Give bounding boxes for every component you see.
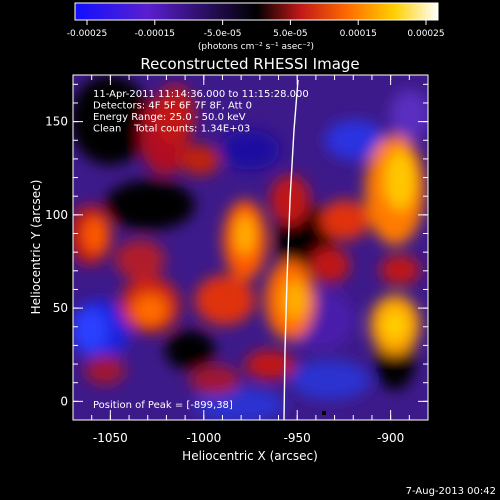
x-tick-label: -950 (284, 431, 311, 445)
colorbar: -0.00025 -0.00015 -5.0e-05 5.0e-05 0.00015 0.… (67, 3, 445, 52)
y-axis-label: Heliocentric Y (arcsec) (29, 180, 43, 315)
x-tick-label: -1000 (186, 431, 221, 445)
colorbar-ticks (87, 20, 426, 25)
y-axis-tick-labels: 0 50 100 150 (45, 115, 68, 409)
peak-marker (322, 411, 326, 415)
colorbar-tick-label: 5.0e-05 (273, 29, 308, 39)
y-tick-label: 50 (53, 301, 68, 315)
colorbar-tick-label: 0.00025 (407, 29, 444, 39)
x-tick-label: -900 (377, 431, 404, 445)
colorbar-tick-label: -0.00025 (67, 29, 107, 39)
x-axis-tick-labels: -1050 -1000 -950 -900 (93, 431, 404, 445)
y-tick-label: 150 (45, 115, 68, 129)
info-line: 11-Apr-2011 11:14:36.000 to 11:15:28.000 (93, 89, 309, 100)
info-line: Detectors: 4F 5F 6F 7F 8F, Att 0 (93, 101, 252, 112)
colorbar-gradient (75, 3, 438, 20)
y-tick-label: 0 (60, 394, 68, 408)
colorbar-tick-label: -5.0e-05 (204, 29, 242, 39)
y-tick-label: 100 (45, 208, 68, 222)
colorbar-tick-labels: -0.00025 -0.00015 -5.0e-05 5.0e-05 0.00015 0.… (67, 29, 445, 39)
plot-title: Reconstructed RHESSI Image (140, 55, 359, 73)
colorbar-tick-label: -0.00015 (135, 29, 175, 39)
peak-position-label: Position of Peak = [-899,38] (93, 400, 233, 411)
info-line: Clean Total counts: 1.34E+03 (93, 124, 250, 135)
info-line: Energy Range: 25.0 - 50.0 keV (93, 112, 246, 123)
x-axis-label: Heliocentric X (arcsec) (182, 449, 318, 463)
colorbar-unit-label: (photons cm⁻² s⁻¹ asec⁻²) (198, 42, 314, 52)
x-tick-label: -1050 (93, 431, 128, 445)
colorbar-tick-label: 0.00015 (340, 29, 377, 39)
footer-date: 7-Aug-2013 00:42 (406, 486, 496, 497)
